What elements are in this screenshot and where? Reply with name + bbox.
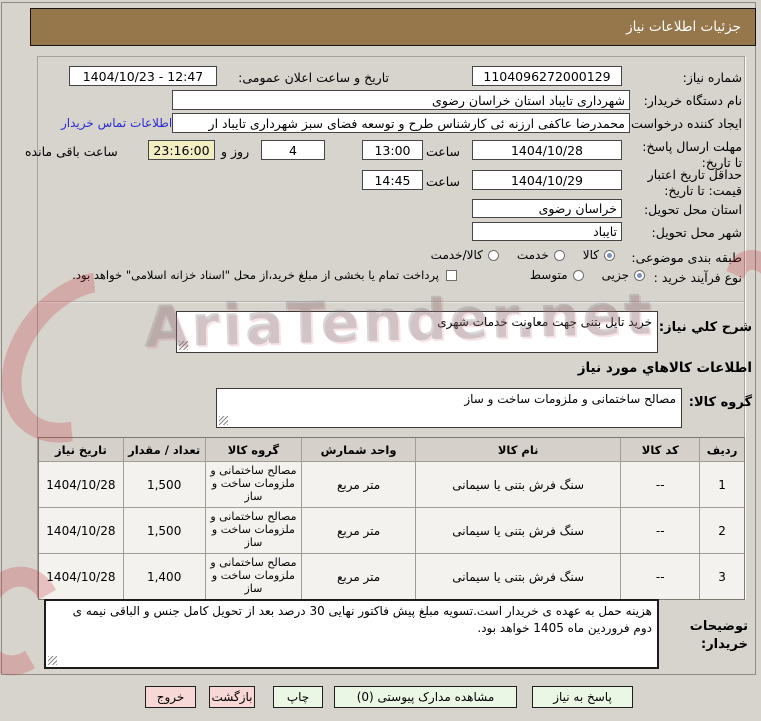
col-item-code: کد کالا — [621, 438, 701, 461]
col-item-name: نام کالا — [415, 438, 622, 461]
window-frame — [2, 2, 757, 675]
col-quantity: تعداد / مقدار — [123, 438, 206, 461]
goods-group-label: گروه کالا: — [689, 395, 753, 410]
radio-minor-icon[interactable] — [635, 269, 646, 281]
need-number-field[interactable]: 1104096272000129 — [473, 66, 623, 86]
need-number-label: شماره نیاز: — [683, 70, 743, 85]
buyer-notes-label: توضیحات خریدار: — [690, 619, 749, 652]
table-row: 3 -- سنگ فرش بتنی یا سیمانی متر مربع مصا… — [40, 553, 745, 599]
print-button[interactable]: چاپ — [274, 686, 324, 708]
radio-goods-icon[interactable] — [605, 249, 616, 261]
price-validity-date-field[interactable]: 1404/10/29 — [473, 170, 623, 190]
buyer-notes-textarea[interactable]: هزینه حمل به عهده ی خریدار است.تسویه مبل… — [45, 599, 660, 669]
remaining-days-box: 4 — [262, 140, 326, 160]
table-row: 2 -- سنگ فرش بتنی یا سیمانی متر مربع مصا… — [40, 507, 745, 553]
goods-group-textarea[interactable]: مصالح ساختمانی و ملزومات ساخت و ساز — [217, 388, 683, 428]
subject-class-label: طبقه بندی موضوعی: — [632, 250, 743, 265]
view-attachments-button[interactable]: مشاهده مدارک پیوستی (0) — [335, 686, 518, 708]
col-need-date: تاریخ نیاز — [40, 438, 124, 461]
col-row-number: ردیف — [700, 438, 745, 461]
reply-deadline-label: مهلت ارسال پاسخ: تا تاریخ: — [643, 139, 743, 171]
subject-option-goods[interactable]: کالا — [584, 248, 616, 262]
process-type-options: جزیی متوسط — [468, 268, 646, 282]
page-title: جزئیات اطلاعات نیاز — [627, 19, 742, 35]
respond-to-need-button[interactable]: پاسخ به نیاز — [533, 686, 634, 708]
creator-field[interactable]: محمدرضا عاکفی ارزنه ئی کارشناس طرح و توس… — [173, 113, 631, 133]
remaining-suffix-label: ساعت باقی مانده — [26, 144, 119, 159]
delivery-province-field[interactable]: خراسان رضوی — [473, 199, 623, 218]
buyer-org-label: نام دستگاه خریدار: — [644, 93, 743, 108]
process-option-medium[interactable]: متوسط — [531, 268, 585, 282]
radio-service-icon[interactable] — [554, 249, 566, 261]
table-header-row: ردیف کد کالا نام کالا واحد شمارش گروه کا… — [40, 438, 745, 461]
back-button[interactable]: بازگشت — [210, 686, 256, 708]
delivery-city-field[interactable]: تایباد — [473, 222, 623, 241]
resize-handle-icon[interactable] — [180, 341, 189, 350]
col-group: گروه کالا — [205, 438, 303, 461]
table-row: 1 -- سنگ فرش بتنی یا سیمانی متر مربع مصا… — [40, 461, 745, 507]
remaining-time-box: 23:16:00 — [149, 140, 216, 160]
section-divider — [39, 301, 745, 303]
price-validity-hour-label: ساعت — [427, 174, 462, 189]
delivery-province-label: استان محل تحویل: — [644, 202, 743, 217]
remaining-days-label: روز و — [222, 144, 251, 159]
need-desc-label: شرح کلي نیاز: — [659, 320, 753, 335]
col-unit: واحد شمارش — [302, 438, 416, 461]
goods-info-header: اطلاعات کالاهاي مورد نیاز — [578, 360, 753, 376]
resize-handle-icon[interactable] — [49, 656, 58, 665]
items-table: ردیف کد کالا نام کالا واحد شمارش گروه کا… — [39, 437, 746, 600]
announce-datetime-field[interactable]: 1404/10/23 - 12:47 — [70, 66, 218, 86]
creator-label: ایجاد کننده درخواست: — [627, 116, 743, 131]
reply-deadline-hour-label: ساعت — [427, 144, 462, 159]
page-title-bar: جزئیات اطلاعات نیاز — [31, 8, 757, 46]
resize-handle-icon[interactable] — [220, 416, 229, 425]
process-type-label: نوع فرآیند خرید : — [654, 270, 743, 285]
subject-option-goods-service[interactable]: کالا/خدمت — [432, 248, 500, 262]
need-desc-textarea[interactable]: خرید تایل بتنی جهت معاونت خدمات شهری — [177, 311, 659, 353]
reply-deadline-date-field[interactable]: 1404/10/28 — [473, 140, 623, 160]
subject-option-service[interactable]: خدمت — [518, 248, 566, 262]
treasury-option: پرداخت تمام یا بخشی از مبلغ خرید،از محل … — [58, 268, 458, 282]
announce-datetime-label: تاریخ و ساعت اعلان عمومی: — [239, 70, 390, 85]
treasury-note: پرداخت تمام یا بخشی از مبلغ خرید،از محل … — [73, 268, 440, 282]
process-option-minor[interactable]: جزیی — [603, 268, 646, 282]
price-validity-time-field[interactable]: 14:45 — [363, 170, 424, 190]
buyer-contact-link[interactable]: اطلاعات تماس خریدار — [62, 116, 174, 130]
radio-medium-icon[interactable] — [573, 269, 585, 281]
delivery-city-label: شهر محل تحویل: — [652, 225, 743, 240]
reply-deadline-time-field[interactable]: 13:00 — [363, 140, 424, 160]
radio-goods-service-icon[interactable] — [488, 249, 500, 261]
table-body: 1 -- سنگ فرش بتنی یا سیمانی متر مربع مصا… — [40, 461, 745, 599]
buyer-org-field[interactable]: شهرداری تایباد استان خراسان رضوی — [173, 90, 631, 110]
treasury-checkbox-icon[interactable] — [447, 269, 458, 281]
exit-button[interactable]: خروج — [146, 686, 197, 708]
subject-class-options: کالا خدمت کالا/خدمت — [380, 248, 616, 262]
price-validity-label: حداقل تاریخ اعتبار قیمت: تا تاریخ: — [648, 167, 743, 199]
